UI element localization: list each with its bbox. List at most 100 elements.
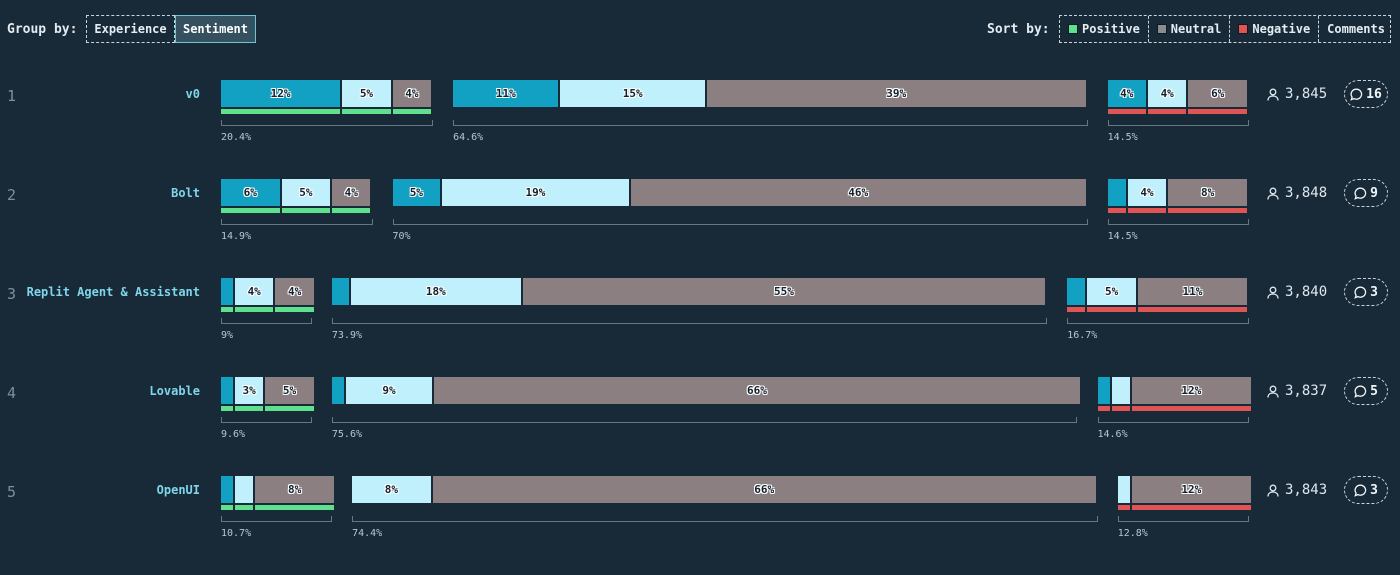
sentiment-segment[interactable]: 4% [332,179,371,206]
product-name-link[interactable]: OpenUI [156,483,200,497]
sentiment-segment[interactable]: 5% [265,377,314,404]
sort-positive-label: Positive [1082,22,1140,36]
negative-underline [1067,307,1086,312]
product-name-link[interactable]: Bolt [171,186,200,200]
result-row: 4 Lovable 3% 5% 9.6% 9% 66% 75.6% 12% 14.6% 3,837 5 [0,377,1400,476]
positive-underline [235,307,274,312]
sentiment-segment[interactable]: 18% [350,278,521,305]
respondents-count-value: 3,837 [1285,383,1328,399]
comment-bubble-icon [1354,385,1367,398]
sentiment-segment[interactable]: 12% [1131,476,1251,503]
group-total-percent: 20.4% [221,132,252,143]
sentiment-segment[interactable]: 4% [235,278,274,305]
sentiment-segment[interactable]: 6% [1188,80,1247,107]
sentiment-segment[interactable]: 66% [432,476,1096,503]
sort-neutral-button[interactable]: Neutral [1147,16,1230,42]
sentiment-segment[interactable] [1117,476,1130,503]
sentiment-segment[interactable]: 8% [1168,179,1247,206]
product-name-link[interactable]: Lovable [149,384,200,398]
negative-underline [1107,109,1146,114]
positive-underline [275,307,314,312]
negative-swatch-icon [1238,24,1249,34]
row-rank: 5 [7,483,17,501]
sentiment-segment[interactable]: 66% [434,377,1080,404]
sentiment-segment[interactable] [235,476,254,503]
sentiment-segment[interactable]: 5% [342,80,391,107]
result-row: 5 OpenUI 8% 10.7% 8% 66% 74.4% 12% 12.8% 3,843 3 [0,476,1400,575]
group-bracket [1107,120,1249,126]
sentiment-segment[interactable]: 6% [221,179,280,206]
sentiment-segment[interactable] [1111,377,1130,404]
comments-button[interactable]: 5 [1344,377,1388,405]
sentiment-segment[interactable]: 39% [706,80,1086,107]
sentiment-segment[interactable]: 3% [235,377,264,404]
comment-bubble-icon [1354,286,1367,299]
sentiment-segment[interactable]: 12% [1131,377,1251,404]
row-rank: 2 [7,186,17,204]
positive-underline [265,406,314,411]
respondents-count-value: 3,845 [1285,86,1328,102]
user-icon [1267,385,1279,398]
sentiment-segment[interactable]: 5% [392,179,441,206]
group-by-experience-button[interactable]: Experience [86,15,175,43]
sentiment-segment[interactable]: 4% [1127,179,1167,206]
group-by-sentiment-button[interactable]: Sentiment [175,15,256,43]
negative-underline [1131,505,1251,510]
positive-underline [392,109,432,114]
negative-underline [1097,406,1110,411]
sentiment-segment[interactable] [331,377,344,404]
sentiment-segment[interactable]: 11% [1137,278,1247,305]
sort-positive-button[interactable]: Positive [1060,16,1148,42]
row-rank: 4 [7,384,17,402]
sort-comments-label: Comments [1327,22,1385,36]
sort-negative-label: Negative [1252,22,1311,36]
sentiment-segment[interactable]: 5% [1087,278,1136,305]
positive-underline [235,406,264,411]
sentiment-segment[interactable]: 15% [560,80,705,107]
user-icon [1267,286,1279,299]
sentiment-segment[interactable]: 4% [1107,80,1146,107]
sentiment-segment[interactable] [221,278,233,305]
positive-underline [221,307,233,312]
respondents-count-value: 3,840 [1285,284,1328,300]
group-total-percent: 14.6% [1097,429,1128,440]
sort-comments-button[interactable]: Comments [1318,16,1393,42]
comments-button[interactable]: 16 [1344,80,1388,108]
comments-count: 16 [1366,86,1382,102]
sentiment-segment[interactable]: 19% [442,179,629,206]
sentiment-segment[interactable]: 4% [275,278,314,305]
positive-underline [342,109,391,114]
sentiment-segment[interactable] [1097,377,1110,404]
group-total-percent: 70% [392,231,411,242]
group-total-percent: 14.5% [1107,231,1138,242]
sentiment-segment[interactable]: 4% [1148,80,1187,107]
sentiment-segment[interactable] [1067,278,1086,305]
product-name-link[interactable]: Replit Agent & Assistant [26,285,200,299]
product-name-link[interactable]: v0 [185,87,200,101]
sort-by-label: Sort by: [987,22,1050,37]
comments-button[interactable]: 3 [1344,476,1388,504]
sentiment-segment[interactable]: 5% [281,179,331,206]
sentiment-segment[interactable]: 9% [345,377,433,404]
comments-count: 3 [1370,482,1378,498]
group-total-percent: 74.4% [352,528,383,539]
positive-underline [221,406,233,411]
comments-count: 9 [1370,185,1378,201]
sentiment-segment[interactable]: 8% [352,476,431,503]
sentiment-segment[interactable]: 4% [392,80,432,107]
sentiment-segment[interactable] [221,476,233,503]
negative-underline [1117,505,1130,510]
sentiment-segment[interactable] [221,377,233,404]
sentiment-segment[interactable] [331,278,349,305]
sentiment-segment[interactable]: 46% [630,179,1086,206]
sentiment-segment[interactable]: 12% [221,80,341,107]
comments-button[interactable]: 9 [1344,179,1388,207]
sentiment-segment[interactable] [1107,179,1126,206]
sentiment-segment[interactable]: 8% [255,476,334,503]
sentiment-segment[interactable]: 11% [453,80,559,107]
group-bracket [1117,516,1249,522]
comment-bubble-icon [1350,88,1363,101]
sort-negative-button[interactable]: Negative [1229,16,1318,42]
sentiment-segment[interactable]: 55% [522,278,1046,305]
comments-button[interactable]: 3 [1344,278,1388,306]
